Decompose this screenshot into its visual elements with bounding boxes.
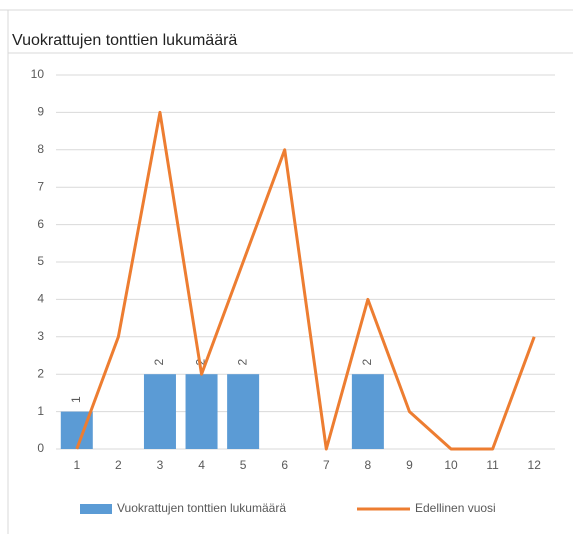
x-tick-label: 8 [365,458,372,472]
y-tick-label: 5 [37,254,44,268]
y-tick-label: 7 [37,179,44,193]
line [75,110,536,451]
x-tick-label: 4 [198,458,205,472]
x-tick-label: 10 [444,458,458,472]
legend-label: Vuokrattujen tonttien lukumäärä [117,501,286,515]
x-tick-label: 1 [73,458,80,472]
bar [143,374,176,449]
legend-swatch [80,504,112,514]
y-tick-label: 6 [37,217,44,231]
x-tick-label: 2 [115,458,122,472]
x-tick-label: 11 [486,458,499,472]
bar [185,374,218,449]
y-tick-label: 10 [31,67,45,81]
x-tick-label: 12 [528,458,542,472]
data-label: 1 [69,396,83,403]
x-tick-label: 5 [240,458,247,472]
chart-title: Vuokrattujen tonttien lukumäärä [12,32,237,49]
y-tick-label: 8 [37,142,44,156]
y-tick-label: 0 [37,441,44,455]
data-label: 2 [235,359,249,366]
y-tick-label: 3 [37,329,44,343]
y-tick-label: 1 [37,404,44,418]
x-tick-label: 7 [323,458,330,472]
y-tick-label: 2 [37,366,44,380]
y-tick-label: 9 [37,105,44,119]
bar [227,374,260,449]
x-tick-label: 9 [406,458,413,472]
y-tick-label: 4 [37,292,44,306]
x-tick-label: 3 [157,458,164,472]
data-label: 2 [152,359,166,366]
x-tick-label: 6 [281,458,288,472]
legend-label: Edellinen vuosi [415,501,496,515]
data-label: 2 [360,359,374,366]
bar [351,374,384,449]
